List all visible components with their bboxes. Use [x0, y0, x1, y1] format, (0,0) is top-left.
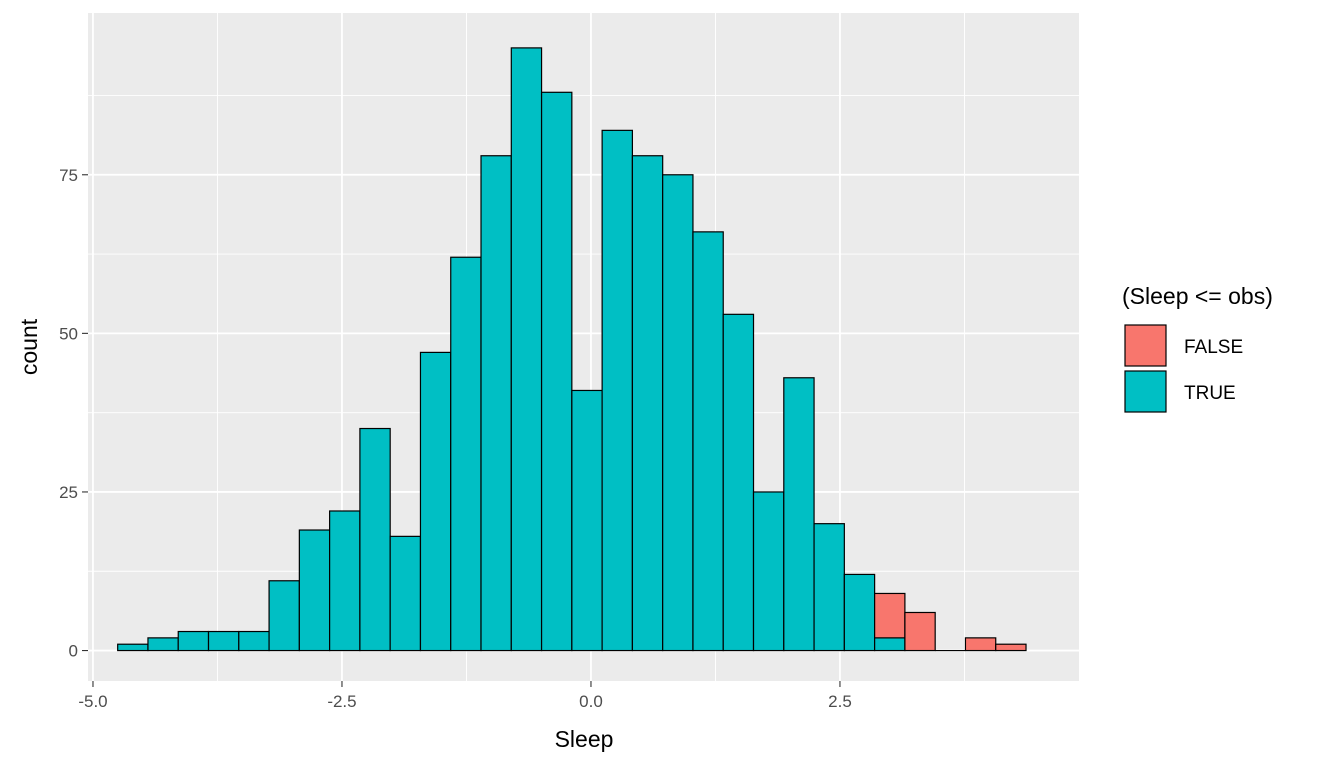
histogram-bar-true [207, 630, 240, 652]
histogram-bar-true [389, 535, 422, 652]
histogram-bar-true [480, 155, 512, 652]
y-axis-title: count [16, 318, 42, 375]
x-tick-label: -5.0 [78, 692, 107, 711]
histogram-bar-true [540, 91, 573, 652]
x-tick-label: 0.0 [579, 692, 603, 711]
histogram-bar-true [631, 155, 664, 652]
histogram-bar-false [904, 611, 936, 652]
y-tick-label: 50 [59, 324, 78, 343]
histogram-bar-true [510, 47, 543, 652]
legend-key-true [1124, 370, 1167, 413]
x-axis: -5.0 -2.5 0.0 2.5 [78, 681, 852, 711]
histogram-bar-true [813, 523, 845, 652]
histogram-bar-true [752, 491, 785, 652]
y-tick-label: 75 [59, 166, 78, 185]
histogram-bars [117, 47, 1027, 652]
histogram-bar-true [874, 637, 906, 652]
histogram-bar-true [450, 256, 482, 652]
histogram-bar-true [571, 389, 603, 652]
histogram-bar-true [147, 637, 179, 652]
histogram-bar-true [419, 351, 452, 652]
histogram-bar-true [117, 643, 149, 652]
histogram-bar-false [874, 592, 906, 639]
legend: (Sleep <= obs) FALSE TRUE [1122, 283, 1273, 413]
histogram-bar-true [843, 573, 876, 652]
histogram-bar-false [964, 637, 997, 652]
x-axis-title: Sleep [555, 726, 614, 752]
histogram-bar-true [722, 313, 755, 652]
y-axis: 0 25 50 75 [59, 166, 88, 661]
histogram-bar-false [995, 643, 1027, 652]
legend-title: (Sleep <= obs) [1122, 283, 1273, 309]
x-tick-label: 2.5 [828, 692, 852, 711]
histogram-bar-true [177, 630, 210, 652]
legend-label-true: TRUE [1184, 383, 1236, 404]
histogram-bar-true [359, 427, 391, 652]
histogram-bar-true [238, 630, 270, 652]
histogram-bar-true [662, 174, 694, 652]
histogram-bar-true [268, 580, 300, 652]
legend-label-false: FALSE [1184, 337, 1243, 358]
x-tick-label: -2.5 [327, 692, 356, 711]
histogram-bar-true [692, 231, 724, 652]
histogram-bar-true [329, 510, 361, 652]
histogram-bar-true [298, 529, 331, 652]
y-tick-label: 0 [69, 642, 78, 661]
y-tick-label: 25 [59, 483, 78, 502]
legend-key-false [1124, 324, 1167, 367]
histogram-bar-true [783, 377, 815, 652]
histogram-bar-true [601, 129, 634, 652]
